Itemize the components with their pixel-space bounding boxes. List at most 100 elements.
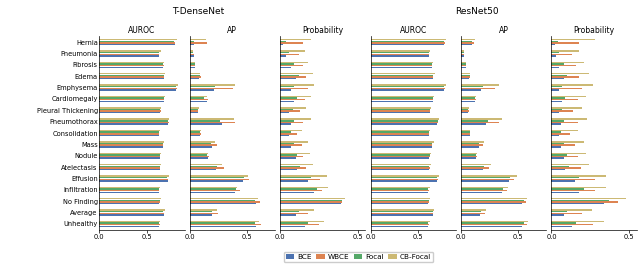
Bar (99, 135, 159, 136)
Bar (189, 44, 194, 45)
Bar (461, 209, 486, 211)
Bar (371, 86, 444, 88)
Bar (189, 177, 244, 178)
Bar (371, 144, 432, 146)
Bar (280, 66, 291, 68)
Bar (552, 156, 578, 157)
Bar (280, 63, 294, 65)
Bar (461, 169, 483, 170)
Bar (371, 96, 434, 97)
Bar (280, 213, 308, 214)
Bar (189, 213, 218, 214)
Bar (461, 167, 490, 169)
Bar (99, 169, 160, 170)
Bar (371, 190, 429, 191)
Bar (189, 175, 248, 177)
Bar (552, 214, 564, 216)
Bar (552, 177, 579, 178)
Bar (552, 201, 618, 203)
Bar (99, 53, 159, 55)
Bar (99, 63, 163, 65)
Bar (99, 84, 178, 86)
Bar (99, 107, 161, 109)
Bar (280, 221, 324, 222)
Bar (461, 50, 465, 52)
Bar (99, 86, 176, 88)
Bar (280, 122, 303, 123)
Bar (280, 110, 300, 112)
Bar (461, 144, 483, 146)
Bar (189, 164, 221, 165)
Bar (99, 143, 163, 144)
Bar (371, 177, 437, 178)
Bar (371, 222, 428, 224)
Bar (99, 157, 160, 159)
Bar (99, 198, 161, 200)
Bar (280, 107, 307, 109)
Bar (552, 157, 564, 159)
Bar (461, 41, 472, 42)
Title: AUROC: AUROC (399, 26, 427, 35)
Bar (461, 200, 524, 201)
Bar (552, 175, 606, 177)
Bar (189, 141, 214, 143)
Bar (189, 221, 259, 222)
Bar (189, 224, 261, 225)
Bar (371, 97, 433, 99)
Bar (99, 41, 174, 42)
Bar (189, 53, 194, 55)
Bar (280, 76, 307, 78)
Bar (189, 135, 200, 136)
Bar (461, 44, 472, 45)
Bar (189, 55, 194, 57)
Bar (552, 118, 587, 120)
Bar (99, 192, 159, 193)
Bar (280, 164, 313, 165)
Bar (552, 169, 565, 170)
Bar (280, 118, 311, 120)
Bar (280, 190, 322, 191)
Bar (99, 89, 176, 91)
Bar (552, 65, 576, 66)
Bar (552, 109, 563, 110)
Bar (99, 62, 164, 63)
Bar (371, 154, 430, 156)
Bar (371, 146, 432, 148)
Bar (552, 131, 561, 133)
Bar (189, 86, 214, 88)
Bar (461, 190, 506, 191)
Bar (189, 146, 212, 148)
Bar (280, 198, 345, 200)
Bar (99, 141, 164, 143)
Bar (99, 55, 159, 57)
Bar (280, 135, 289, 136)
Bar (371, 120, 438, 122)
Bar (461, 112, 468, 114)
Bar (280, 62, 308, 63)
Bar (461, 42, 474, 44)
Bar (371, 109, 430, 110)
Bar (371, 178, 438, 180)
Bar (280, 177, 311, 178)
Bar (552, 42, 579, 44)
Bar (280, 141, 308, 143)
Bar (552, 75, 567, 76)
Bar (461, 88, 495, 89)
Bar (461, 73, 470, 74)
Bar (371, 65, 432, 66)
Bar (371, 123, 437, 125)
Bar (189, 84, 235, 86)
Bar (461, 222, 524, 224)
Bar (461, 110, 469, 112)
Bar (371, 42, 445, 44)
Bar (280, 112, 289, 114)
Bar (552, 66, 559, 68)
Bar (371, 89, 444, 91)
Bar (99, 180, 168, 182)
Bar (461, 118, 502, 120)
Bar (189, 110, 198, 112)
Bar (552, 52, 559, 53)
Bar (461, 53, 465, 55)
Bar (461, 198, 527, 200)
Bar (552, 198, 626, 200)
